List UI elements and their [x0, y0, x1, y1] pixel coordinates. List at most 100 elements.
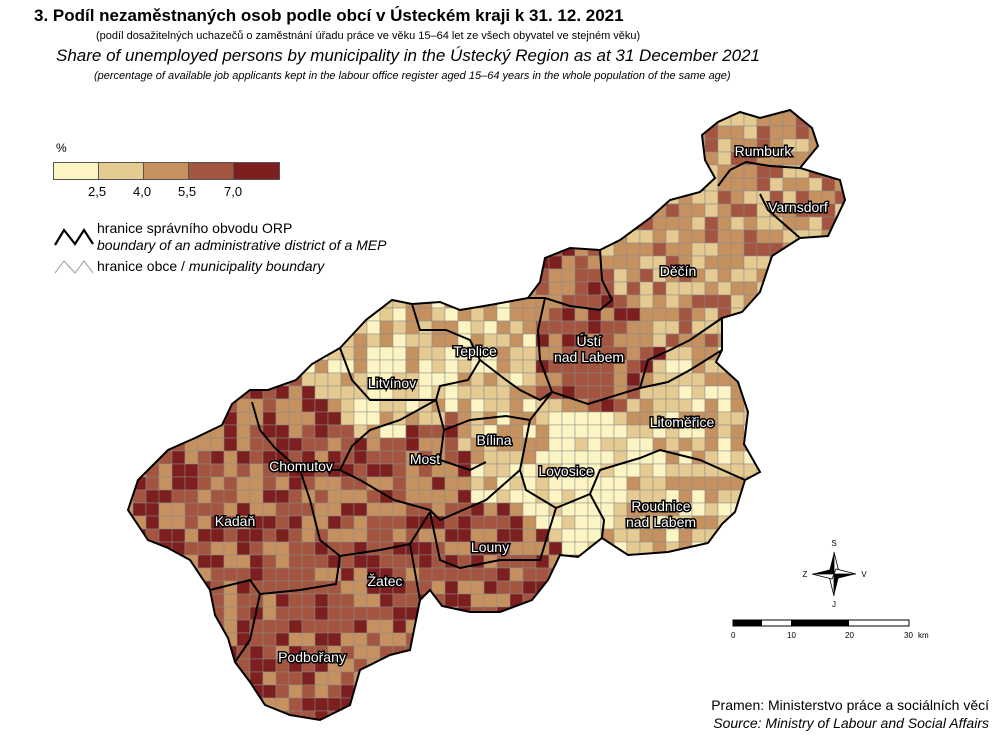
municipality-cell	[587, 619, 602, 634]
municipality-cell	[652, 359, 667, 374]
municipality-cell	[418, 268, 433, 283]
district-label: Děčín	[660, 263, 697, 279]
municipality-cell	[340, 567, 355, 582]
municipality-cell	[171, 346, 186, 361]
municipality-cell	[457, 710, 472, 720]
municipality-cell	[535, 190, 550, 205]
municipality-cell	[795, 398, 810, 413]
municipality-cell	[197, 229, 212, 244]
municipality-cell	[626, 398, 641, 413]
municipality-cell	[171, 489, 186, 504]
municipality-cell	[275, 138, 290, 153]
municipality-cell	[158, 346, 173, 361]
municipality-cell	[665, 294, 680, 309]
municipality-cell	[132, 541, 147, 556]
municipality-cell	[158, 489, 173, 504]
municipality-cell	[236, 463, 251, 478]
municipality-cell	[848, 295, 861, 308]
municipality-cell	[392, 606, 407, 621]
municipality-cell	[327, 177, 342, 192]
municipality-cell	[432, 724, 445, 737]
municipality-cell	[769, 424, 784, 439]
municipality-cell	[132, 580, 147, 595]
municipality-cell	[522, 658, 537, 673]
municipality-cell	[392, 333, 407, 348]
municipality-cell	[769, 593, 784, 608]
municipality-cell	[249, 359, 264, 374]
municipality-cell	[600, 645, 615, 660]
municipality-cell	[834, 489, 845, 504]
municipality-cell	[301, 372, 316, 387]
municipality-cell	[587, 216, 602, 231]
municipality-cell	[743, 528, 758, 543]
municipality-cell	[340, 476, 355, 491]
municipality-cell	[353, 294, 368, 309]
municipality-cell	[496, 203, 511, 218]
municipality-cell	[548, 541, 563, 556]
municipality-cell	[509, 489, 524, 504]
municipality-cell	[548, 528, 563, 543]
municipality-cell	[379, 281, 394, 296]
municipality-cell	[275, 125, 290, 140]
municipality-cell	[457, 515, 472, 530]
municipality-cell	[548, 164, 563, 179]
municipality-cell	[197, 177, 212, 192]
municipality-cell	[366, 710, 381, 720]
municipality-cell	[548, 411, 563, 426]
municipality-cell	[405, 697, 420, 712]
map-title-cz: 3. Podíl nezaměstnaných osob podle obcí …	[34, 6, 624, 25]
municipality-cell	[821, 463, 836, 478]
municipality-cell	[249, 372, 264, 387]
municipality-cell	[444, 138, 459, 153]
municipality-cell	[848, 126, 861, 139]
municipality-cell	[756, 216, 771, 231]
municipality-cell	[418, 385, 433, 400]
municipality-cell	[236, 164, 251, 179]
municipality-cell	[366, 437, 381, 452]
municipality-cell	[184, 164, 199, 179]
municipality-cell	[834, 255, 845, 270]
municipality-cell	[496, 554, 511, 569]
municipality-cell	[418, 671, 433, 686]
municipality-cell	[262, 593, 277, 608]
municipality-cell	[236, 138, 251, 153]
municipality-cell	[418, 710, 433, 720]
municipality-cell	[275, 294, 290, 309]
municipality-cell	[574, 502, 589, 517]
municipality-cell	[834, 138, 845, 153]
municipality-cell	[210, 437, 225, 452]
municipality-cell	[848, 334, 861, 347]
municipality-cell	[548, 333, 563, 348]
municipality-cell	[795, 541, 810, 556]
municipality-cell	[197, 333, 212, 348]
municipality-cell	[158, 658, 173, 673]
municipality-cell	[158, 307, 173, 322]
municipality-boundary-symbol	[54, 260, 94, 274]
municipality-cell	[600, 502, 615, 517]
municipality-cell	[210, 372, 225, 387]
municipality-cell	[626, 697, 641, 712]
municipality-cell	[314, 177, 329, 192]
municipality-cell	[379, 632, 394, 647]
municipality-cell	[665, 606, 680, 621]
municipality-cell	[626, 463, 641, 478]
municipality-cell	[522, 177, 537, 192]
municipality-cell	[613, 190, 628, 205]
municipality-cell	[145, 125, 160, 140]
municipality-cell	[301, 515, 316, 530]
municipality-cell	[418, 632, 433, 647]
municipality-cell	[782, 567, 797, 582]
municipality-cell	[262, 502, 277, 517]
municipality-cell	[834, 190, 845, 205]
municipality-cell	[509, 281, 524, 296]
municipality-cell	[158, 138, 173, 153]
municipality-cell	[327, 606, 342, 621]
municipality-cell	[327, 229, 342, 244]
municipality-cell	[535, 606, 550, 621]
municipality-cell	[128, 411, 134, 426]
municipality-cell	[327, 164, 342, 179]
municipality-cell	[691, 398, 706, 413]
municipality-cell	[496, 333, 511, 348]
municipality-cell	[782, 671, 797, 686]
municipality-cell	[223, 619, 238, 634]
